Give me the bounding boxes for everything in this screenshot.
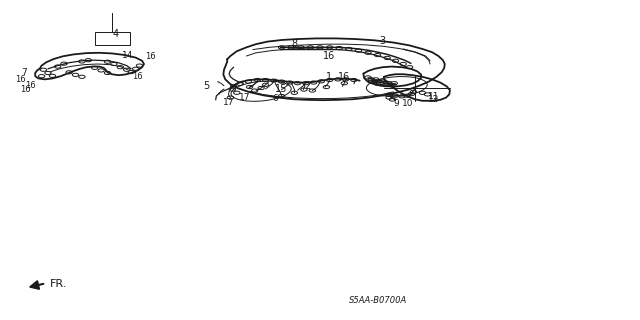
Text: 16: 16 (338, 72, 350, 82)
Text: 16: 16 (20, 85, 31, 94)
Text: 17: 17 (239, 93, 250, 102)
Text: FR.: FR. (50, 279, 67, 289)
Text: 1: 1 (326, 72, 333, 83)
Text: 7: 7 (21, 68, 27, 77)
Text: S5AA-B0700A: S5AA-B0700A (348, 296, 407, 305)
Text: 16: 16 (132, 72, 143, 81)
Text: 3: 3 (380, 36, 386, 46)
Text: 2: 2 (304, 81, 310, 92)
Text: 15: 15 (275, 84, 287, 94)
Text: 11: 11 (428, 92, 439, 101)
Text: 16: 16 (145, 52, 156, 61)
Bar (95, 32, 130, 45)
Text: 17: 17 (223, 98, 235, 107)
Text: 12: 12 (428, 95, 439, 104)
Text: 10: 10 (402, 99, 413, 108)
Text: 8: 8 (291, 39, 298, 49)
Text: 4: 4 (112, 29, 118, 39)
Text: 5: 5 (204, 81, 210, 91)
Text: 9: 9 (394, 99, 399, 108)
Text: 16: 16 (26, 81, 36, 90)
Text: 6: 6 (273, 94, 278, 103)
Text: 16: 16 (15, 75, 26, 84)
Text: 16: 16 (323, 51, 335, 61)
Text: 14: 14 (122, 51, 133, 60)
